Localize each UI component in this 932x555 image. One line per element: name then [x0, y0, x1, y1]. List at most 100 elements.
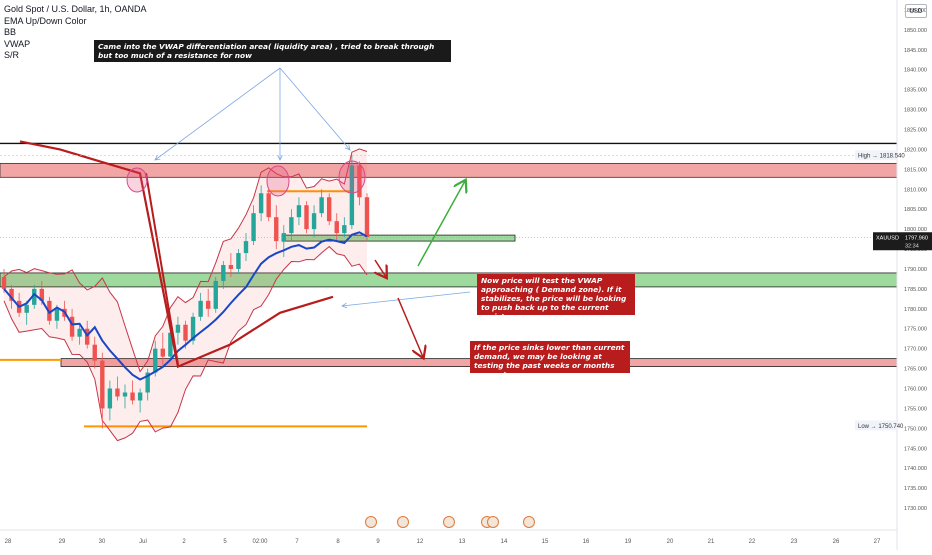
candle-body	[183, 324, 188, 341]
chart-title: Gold Spot / U.S. Dollar, 1h, OANDA	[4, 4, 147, 14]
price-tick-label: 1820.000	[904, 147, 927, 153]
candle-body	[198, 300, 203, 317]
time-tick-label: 13	[459, 539, 466, 545]
candle-body	[145, 372, 150, 393]
blue-arrow	[155, 67, 281, 160]
candle-body	[236, 253, 241, 269]
price-tick-label: 1815.000	[904, 167, 927, 173]
chart-legend: Gold Spot / U.S. Dollar, 1h, OANDA EMA U…	[4, 4, 147, 62]
price-tick-label: 1755.000	[904, 406, 927, 412]
candle-body	[24, 304, 29, 313]
last-price-countdown: 32:34	[905, 243, 919, 249]
candle-body	[357, 165, 362, 198]
candle-body	[243, 241, 249, 254]
annotation-demand-zone[interactable]: Now price will test the VWAP approaching…	[477, 274, 635, 321]
candle-body	[258, 193, 264, 214]
legend-ema[interactable]: EMA Up/Down Color	[4, 15, 87, 26]
time-axis: 28 29 30 Jul 2 5 02:00 7 8 9 12 13 14 15 16 19 20 21 22 23 2…	[0, 516, 897, 545]
time-tick-label: 26	[833, 539, 840, 545]
price-tick-label: 1830.000	[904, 108, 927, 114]
price-tick-label: 1765.000	[904, 367, 927, 373]
time-tick-label: 14	[501, 539, 508, 545]
price-tick-label: 1835.000	[904, 88, 927, 94]
candle-body	[342, 225, 347, 234]
blue-arrow-demand	[342, 291, 471, 306]
blue-arrow	[279, 67, 350, 150]
price-tick-label: 1785.000	[904, 287, 927, 293]
bollinger-upper	[3, 148, 368, 373]
highlight-circle	[266, 165, 290, 197]
time-tick-label: 28	[5, 539, 12, 545]
candle-body	[349, 165, 355, 226]
legend-bb[interactable]: BB	[4, 27, 17, 37]
candle-body	[364, 197, 370, 238]
economic-event-icon	[487, 516, 499, 528]
trend-drop-line	[145, 173, 179, 365]
demand-zone	[0, 272, 898, 288]
time-tick-label: 29	[59, 539, 66, 545]
economic-event-icon	[443, 516, 455, 528]
time-tick-label: Jul	[139, 539, 147, 545]
candle-body	[137, 392, 143, 401]
price-tick-label: 1790.000	[904, 267, 927, 273]
legend-sr[interactable]: S/R	[4, 50, 20, 60]
candle-body	[266, 193, 271, 218]
price-tick-label: 1750.000	[904, 426, 927, 432]
low-label: Low → 1750.740	[858, 424, 904, 430]
candle-body	[213, 280, 218, 309]
candle-body	[69, 316, 75, 337]
time-tick-label: 21	[708, 539, 715, 545]
price-tick-label: 1855.000	[904, 8, 927, 14]
high-label: High → 1818.540	[858, 154, 905, 160]
candle-body	[326, 197, 332, 222]
highlight-circle	[126, 167, 148, 193]
economic-event-icon	[523, 516, 535, 528]
vwap-line	[3, 231, 368, 381]
time-tick-label: 12	[417, 539, 424, 545]
legend-vwap[interactable]: VWAP	[4, 38, 31, 49]
currency-badge[interactable]: USD	[905, 4, 927, 18]
price-tick-label: 1775.000	[904, 327, 927, 333]
candle-body	[190, 316, 196, 341]
annotation-lower-support[interactable]: If the price sinks lower than current de…	[470, 341, 630, 379]
price-tick-label: 1760.000	[904, 387, 927, 393]
candle-body	[54, 308, 60, 321]
last-price-box	[873, 232, 932, 251]
candle-body	[175, 324, 181, 333]
candle-body	[32, 288, 37, 305]
candle-body	[160, 348, 166, 357]
annotation-vwap-resistance[interactable]: Came into the VWAP differentiation area(…	[94, 40, 451, 62]
time-tick-label: 2	[182, 539, 186, 545]
candle-body	[334, 221, 339, 234]
time-tick-label: 27	[874, 539, 881, 545]
time-tick-label: 15	[542, 539, 549, 545]
price-tick-label: 1740.000	[904, 466, 927, 472]
low-label-box	[855, 420, 897, 431]
time-tick-label: 5	[223, 539, 227, 545]
economic-event-icon	[397, 516, 409, 528]
green-arrow-up	[417, 181, 465, 267]
time-tick-label: 19	[625, 539, 632, 545]
candle-body	[274, 217, 279, 242]
price-tick-label: 1850.000	[904, 28, 927, 34]
time-tick-label: 16	[583, 539, 590, 545]
candle-body	[168, 332, 173, 357]
indicator-lines	[3, 140, 368, 381]
price-tick-label: 1825.000	[904, 128, 927, 134]
candle-body	[153, 348, 158, 373]
candle-body	[251, 213, 256, 242]
candle-body	[115, 388, 120, 397]
candle-body	[304, 205, 309, 230]
candle-body	[311, 213, 317, 230]
red-arrow-small	[375, 259, 386, 277]
candle-body	[221, 264, 226, 281]
candle-body	[130, 392, 135, 401]
economic-event-icon	[365, 516, 377, 528]
price-tick-label: 1800.000	[904, 227, 927, 233]
time-tick-label: 02:00	[252, 539, 268, 545]
price-tick-label: 1730.000	[904, 506, 927, 512]
candle-body	[92, 344, 97, 361]
